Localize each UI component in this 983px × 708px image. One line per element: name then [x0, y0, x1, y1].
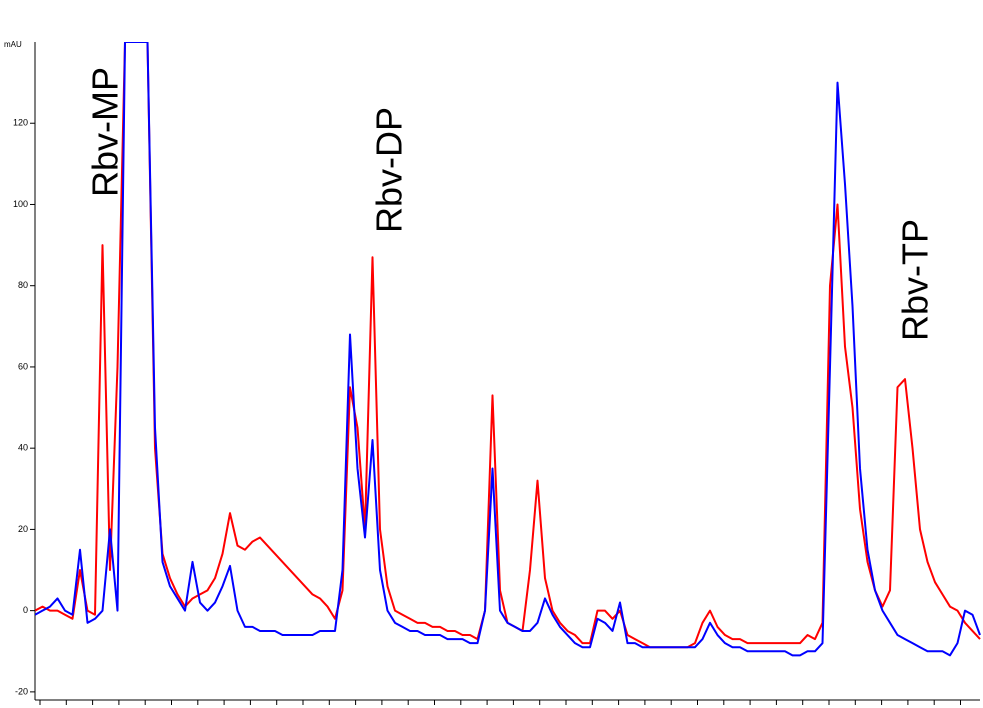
- y-tick-label: 40: [18, 443, 28, 453]
- data-line: [35, 42, 981, 657]
- y-axis-label: mAU: [4, 40, 22, 49]
- annotation: Rbv-MP: [85, 67, 126, 197]
- y-tick-label: 100: [13, 199, 28, 209]
- y-tick-label: 0: [23, 605, 28, 615]
- annotation: Rbv-DP: [369, 107, 410, 233]
- y-tick-label: 60: [18, 361, 28, 371]
- y-tick-label: 20: [18, 524, 28, 534]
- y-tick-label: 120: [13, 118, 28, 128]
- y-tick-label: -20: [15, 686, 28, 696]
- y-tick-label: 80: [18, 280, 28, 290]
- data-line: [35, 42, 981, 649]
- plot-area: [35, 42, 981, 657]
- annotation: Rbv-TP: [895, 219, 936, 341]
